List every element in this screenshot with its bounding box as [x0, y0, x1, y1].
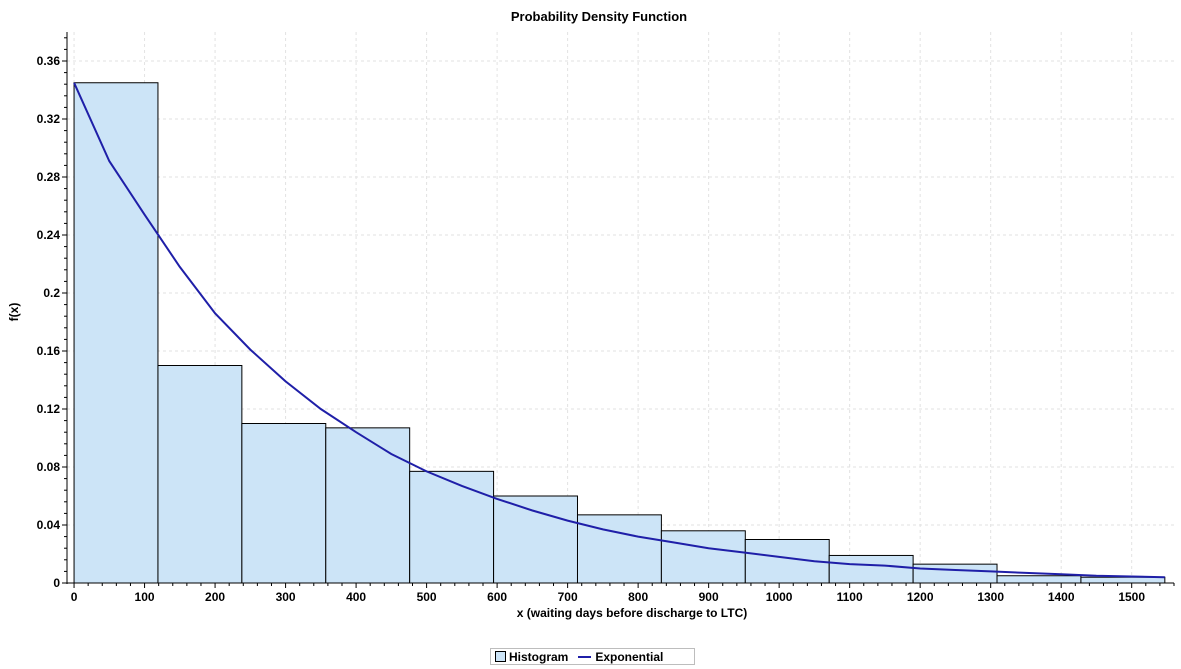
- histogram-bar-3: [241, 423, 327, 584]
- legend-histogram-label: Histogram: [509, 649, 569, 664]
- histogram-bar-10: [828, 554, 914, 584]
- histogram-bar-8: [660, 530, 746, 584]
- legend-histogram-swatch: [495, 651, 506, 662]
- y-tick-label: 0.04: [37, 518, 61, 532]
- histogram-bar-12: [996, 575, 1082, 584]
- legend: Histogram Exponential: [490, 648, 695, 665]
- y-tick-label: 0.32: [37, 112, 61, 126]
- y-tick-label: 0.12: [37, 402, 61, 416]
- y-tick-label: 0.36: [37, 54, 61, 68]
- x-tick-label: 600: [487, 590, 507, 604]
- x-tick-label: 900: [699, 590, 719, 604]
- x-tick-label: 200: [205, 590, 225, 604]
- x-tick-label: 0: [71, 590, 78, 604]
- x-tick-label: 1100: [837, 590, 863, 604]
- x-tick-label: 300: [276, 590, 296, 604]
- histogram-bar-1: [73, 82, 159, 584]
- x-tick-label: 1000: [766, 590, 793, 604]
- chart-title: Probability Density Function: [511, 9, 687, 24]
- x-tick-label: 100: [135, 590, 155, 604]
- histogram-bar-2: [157, 365, 243, 584]
- x-tick-label: 400: [346, 590, 366, 604]
- exponential-curve: [73, 82, 1165, 579]
- y-axis-label: f(x): [7, 303, 21, 322]
- histogram-bar-7: [576, 514, 662, 584]
- x-tick-label: 700: [558, 590, 578, 604]
- y-tick-label: 0.08: [37, 460, 61, 474]
- tick-labels: 0 100 200 300 400 500 600 700 800 900 1000 1100 1200…: [37, 54, 1146, 604]
- y-tick-label: 0: [53, 576, 60, 590]
- x-tick-label: 1200: [907, 590, 934, 604]
- legend-exponential-line: [578, 655, 592, 658]
- x-axis-label: x (waiting days before discharge to LTC): [517, 606, 747, 620]
- y-tick-label: 0.2: [43, 286, 60, 300]
- y-tick-label: 0.28: [37, 170, 61, 184]
- exponential-curve-layer: [73, 82, 1165, 579]
- axes: [62, 32, 1175, 588]
- histogram-bar-4: [325, 427, 411, 584]
- histogram-bar-13: [1080, 576, 1166, 584]
- x-tick-label: 500: [417, 590, 437, 604]
- legend-exponential-label: Exponential: [595, 649, 664, 664]
- y-tick-label: 0.16: [37, 344, 61, 358]
- x-tick-label: 800: [628, 590, 648, 604]
- histogram-bar-5: [409, 470, 495, 584]
- histogram-bar-11: [912, 563, 998, 584]
- histogram-bar-6: [493, 495, 578, 584]
- x-tick-label: 1500: [1118, 590, 1145, 604]
- y-tick-label: 0.24: [37, 228, 61, 242]
- x-tick-label: 1300: [977, 590, 1004, 604]
- x-tick-label: 1400: [1048, 590, 1075, 604]
